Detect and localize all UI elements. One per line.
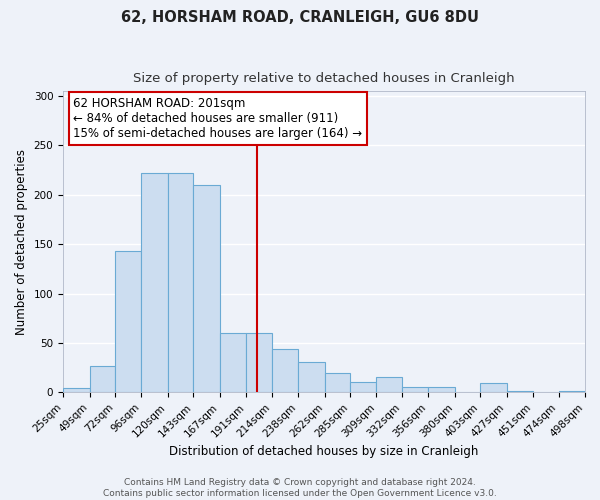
Text: 62, HORSHAM ROAD, CRANLEIGH, GU6 8DU: 62, HORSHAM ROAD, CRANLEIGH, GU6 8DU <box>121 10 479 25</box>
Text: 62 HORSHAM ROAD: 201sqm
← 84% of detached houses are smaller (911)
15% of semi-d: 62 HORSHAM ROAD: 201sqm ← 84% of detache… <box>73 97 362 140</box>
Title: Size of property relative to detached houses in Cranleigh: Size of property relative to detached ho… <box>133 72 515 86</box>
Bar <box>402 388 428 392</box>
Bar <box>350 382 376 392</box>
Bar <box>168 173 193 392</box>
Bar <box>428 388 455 392</box>
Bar <box>89 366 115 392</box>
Bar <box>325 372 350 392</box>
Y-axis label: Number of detached properties: Number of detached properties <box>15 148 28 334</box>
Text: Contains HM Land Registry data © Crown copyright and database right 2024.
Contai: Contains HM Land Registry data © Crown c… <box>103 478 497 498</box>
Bar <box>142 173 168 392</box>
Bar <box>63 388 89 392</box>
Bar <box>246 333 272 392</box>
Bar <box>480 384 506 392</box>
Bar <box>193 185 220 392</box>
Bar <box>376 376 402 392</box>
Bar <box>115 251 142 392</box>
X-axis label: Distribution of detached houses by size in Cranleigh: Distribution of detached houses by size … <box>169 444 479 458</box>
Bar <box>220 333 246 392</box>
Bar <box>272 349 298 393</box>
Bar <box>298 362 325 392</box>
